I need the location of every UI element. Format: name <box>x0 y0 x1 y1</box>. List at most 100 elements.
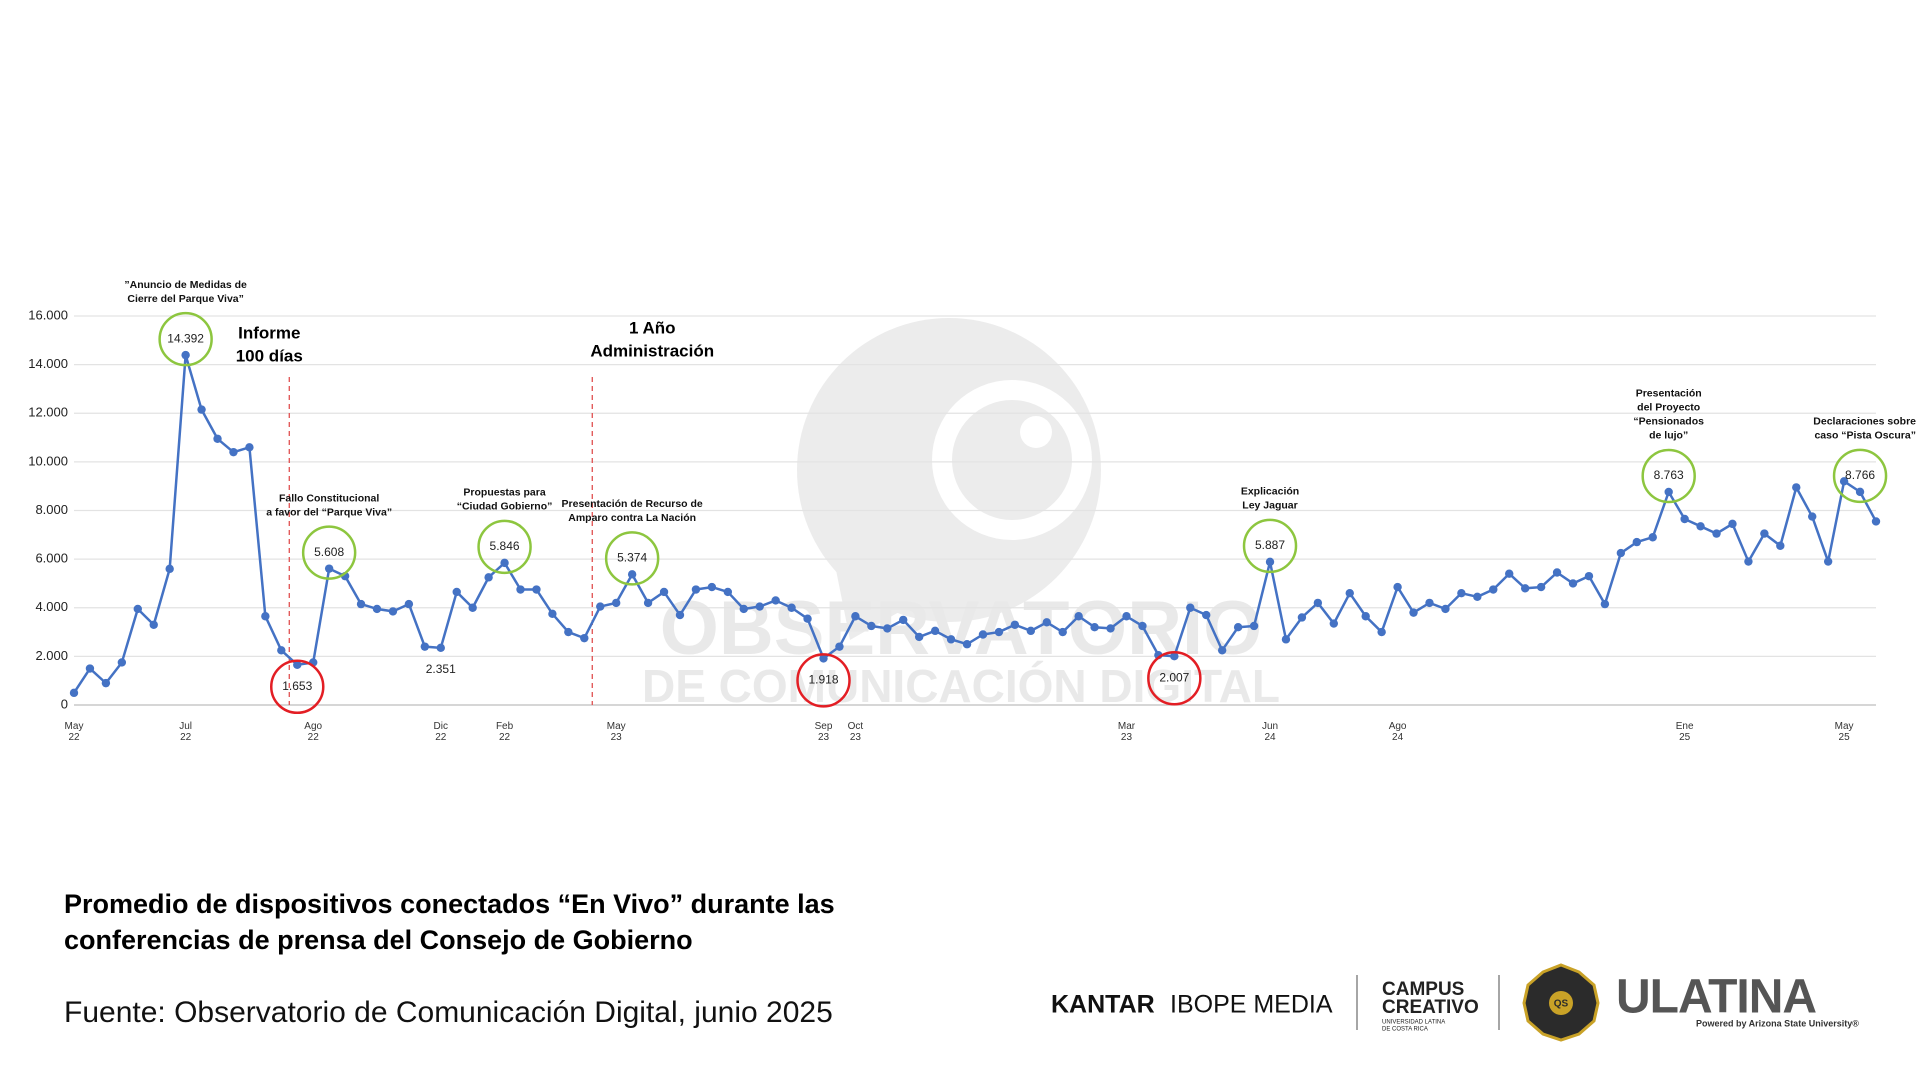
point <box>1680 514 1689 524</box>
point <box>1202 610 1211 620</box>
point <box>532 585 541 594</box>
point <box>1600 599 1610 609</box>
point <box>1696 522 1705 531</box>
point <box>245 443 254 452</box>
plot: 0 2.000 4.000 6.000 8.000 10.000 12.000 14.000 1… <box>28 279 1916 743</box>
annotation: Fallo Constitucional <box>279 492 379 504</box>
x-tick-label: May 23 <box>607 721 626 743</box>
annotation: Ley Jaguar <box>1242 500 1297 512</box>
value-label: 5.887 <box>1255 538 1285 552</box>
y-tick-label: 6.000 <box>35 551 68 566</box>
point <box>899 615 908 625</box>
point <box>771 596 780 605</box>
point <box>69 688 79 698</box>
y-tick-label: 8.000 <box>35 502 68 517</box>
value-label: 1.653 <box>282 679 312 693</box>
point <box>324 564 334 573</box>
point <box>468 603 477 612</box>
value-label: 5.374 <box>617 551 647 565</box>
annotation: Cierre del Parque Viva” <box>127 293 244 305</box>
watermark-icon <box>1020 416 1052 448</box>
logo-campus-sub: UNIVERSIDAD LATINA <box>1382 1020 1445 1026</box>
point <box>1393 582 1402 592</box>
point <box>356 599 366 609</box>
logo-campus: CREATIVO <box>1382 997 1479 1018</box>
point <box>1122 612 1131 621</box>
point <box>1217 646 1227 655</box>
point <box>994 627 1004 637</box>
point <box>149 620 158 629</box>
point <box>1536 582 1546 592</box>
value-label: 5.846 <box>490 539 520 553</box>
point <box>1584 571 1594 581</box>
value-label: 8.763 <box>1654 468 1684 482</box>
point <box>1345 588 1354 598</box>
point <box>596 602 605 611</box>
highlight-circle <box>1242 518 1298 574</box>
value-label: 1.918 <box>808 673 838 687</box>
point <box>293 660 302 670</box>
point <box>452 587 461 597</box>
annotation: “Pensionados <box>1633 416 1704 428</box>
point <box>1042 618 1051 627</box>
source: Fuente: Observatorio de Comunicación Dig… <box>64 996 833 1029</box>
point <box>1648 533 1657 542</box>
point <box>197 405 206 414</box>
highlight-circle <box>604 531 660 586</box>
event-label: Informe <box>238 323 300 342</box>
logo-ulatina: ULATINA <box>1616 971 1816 1024</box>
point <box>1871 517 1881 526</box>
point <box>564 627 573 637</box>
point <box>643 598 653 608</box>
x-tick-label: May 25 <box>1835 721 1854 743</box>
point <box>101 678 111 688</box>
point <box>1265 557 1275 567</box>
point <box>404 599 414 609</box>
annotation: Presentación <box>1636 388 1702 400</box>
annotation: caso “Pista Oscura” <box>1814 430 1916 442</box>
point <box>580 633 589 643</box>
x-tick-label: Feb 22 <box>496 721 514 743</box>
y-tick-label: 2.000 <box>35 648 68 663</box>
point <box>803 614 812 623</box>
point <box>1106 624 1115 633</box>
event-label: Administración <box>590 341 714 360</box>
point <box>707 582 717 592</box>
point <box>1010 620 1020 629</box>
point <box>1839 477 1849 486</box>
point <box>277 646 286 655</box>
point <box>946 635 956 644</box>
point <box>851 612 860 621</box>
point <box>627 570 637 579</box>
x-tick-label: Ago 22 <box>304 721 322 743</box>
point <box>1568 579 1578 588</box>
point <box>1473 592 1482 602</box>
point <box>261 612 270 621</box>
y-tick-label: 16.000 <box>28 307 68 322</box>
point <box>962 640 972 649</box>
point <box>1808 512 1817 521</box>
point <box>1632 537 1641 547</box>
point <box>165 564 174 574</box>
point <box>1249 621 1259 631</box>
point <box>1616 548 1626 558</box>
footer: Promedio de dispositivos conectados “En … <box>64 889 1859 1042</box>
point <box>1170 652 1179 661</box>
point <box>675 610 685 620</box>
x-tick-label: Jun 24 <box>1262 721 1278 743</box>
point <box>930 626 940 636</box>
point <box>436 643 445 653</box>
point <box>1823 557 1833 566</box>
point <box>1552 568 1562 577</box>
value-label: 2.007 <box>1159 670 1189 684</box>
point <box>1489 585 1498 594</box>
point <box>1138 621 1147 631</box>
point <box>1090 623 1099 632</box>
point <box>1792 483 1801 492</box>
point <box>1664 487 1673 497</box>
point <box>611 598 621 608</box>
logo-campus: CAMPUS <box>1382 979 1464 1000</box>
y-tick-label: 14.000 <box>28 356 68 371</box>
